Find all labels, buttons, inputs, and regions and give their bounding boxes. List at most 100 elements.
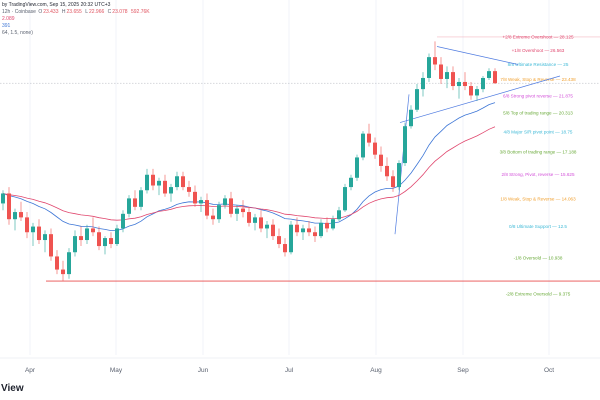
descending-trend-line (436, 46, 519, 65)
candle-body (349, 177, 353, 188)
candle-body (55, 256, 59, 270)
candle-body (247, 212, 251, 223)
candle-body (373, 142, 377, 155)
candle-body (421, 77, 425, 90)
candle-body (13, 212, 17, 220)
candle-body (127, 198, 131, 214)
candle-body (49, 234, 53, 257)
ohlc-high: 23.655 (66, 9, 82, 15)
candle-body (25, 217, 29, 233)
symbol-label: 12h · Coinbase (2, 9, 36, 15)
candle-body (409, 109, 413, 127)
candle-body (475, 89, 479, 96)
candle-body (307, 228, 311, 233)
murrey-level-label: 8/8 Ultimate Resistance — 25 (508, 62, 569, 67)
candle-body (277, 236, 281, 245)
x-tick-label: Oct (544, 367, 554, 374)
candle-body (241, 208, 245, 213)
x-tick-label: Apr (25, 367, 36, 374)
candle-body (289, 224, 293, 253)
candle-body (451, 72, 455, 87)
candle-body (1, 193, 5, 204)
murrey-level-label: +1/8 Overshoot — 26.563 (512, 48, 565, 53)
ohlc-low: 22.966 (88, 9, 105, 15)
candle-body (331, 219, 335, 229)
indicator-value-2: 391 (2, 23, 11, 29)
candle-body (181, 176, 185, 188)
candle-body (121, 213, 125, 229)
candle-body (439, 64, 443, 79)
candle-body (367, 133, 371, 143)
candle-body (61, 269, 65, 275)
x-tick-label: Jul (285, 367, 294, 374)
candle-body (91, 228, 95, 233)
ohlc-c-key: C (107, 9, 112, 15)
candle-body (271, 224, 275, 237)
candle-body (103, 238, 107, 247)
candle-body (193, 191, 197, 204)
murrey-level-label: -2/8 Extreme Oversold — 9.375 (506, 291, 571, 296)
candle-body (97, 232, 101, 247)
candle-body (295, 224, 299, 233)
candle-body (31, 226, 35, 233)
candle-body (259, 217, 263, 229)
candle-body (187, 187, 191, 192)
indicator-params: 64, 1.5, none) (2, 30, 33, 36)
candle-body (481, 77, 485, 90)
candle-body (355, 157, 359, 178)
candle-body (301, 228, 305, 233)
ema-slow-line (2, 126, 496, 221)
candle-body (223, 198, 227, 206)
candle-body (175, 176, 179, 188)
murrey-level-label: 4/8 Major S/R pivot point — 18.75 (504, 129, 573, 134)
candle-body (169, 187, 173, 194)
candle-body (199, 200, 203, 204)
grid (29, 0, 550, 355)
murrey-level-label: 2/8 Strong, Pivot, reverse — 15.625 (501, 172, 574, 177)
candle-body (109, 238, 113, 245)
candle-body (133, 198, 137, 207)
tradingview-logo: View (1, 383, 24, 394)
candle-body (235, 208, 239, 214)
candle-body (211, 215, 215, 220)
candle-body (361, 133, 365, 158)
candle-body (427, 57, 431, 78)
candle-body (79, 236, 83, 241)
murrey-level-label: +2/8 Extreme Overshoot — 28.125 (502, 35, 574, 40)
x-tick-label: Aug (370, 367, 382, 374)
candle-body (85, 228, 89, 241)
trend-lines (394, 46, 561, 235)
candle-body (457, 81, 461, 87)
murrey-level-label: 3/8 Bottom of trading range — 17.188 (500, 150, 577, 155)
ohlc-row: 12h · Coinbase O23.433 H23.655 L22.966 C… (2, 9, 152, 15)
candle-body (343, 187, 347, 211)
candle-body (157, 180, 161, 186)
chart-header-line1: by TradingView.com, Sep 15, 2025 20:32 U… (2, 2, 111, 8)
indicator-value-1: 2.089 (2, 16, 15, 22)
candle-body (493, 71, 497, 84)
x-axis: Apr May Jun Jul Aug Sep Oct (0, 357, 600, 374)
candle-body (487, 71, 491, 78)
ohlc-open: 23.433 (43, 9, 59, 15)
murrey-level-label: 7/8 Weak, Stop & Reverse — 23.438 (500, 77, 576, 82)
murrey-level-label: 1/8 Weak, Stop & Reverse — 14.063 (500, 197, 576, 202)
candle-body (67, 252, 71, 275)
candle-body (73, 236, 77, 253)
candle-body (217, 205, 221, 220)
candle-body (43, 234, 47, 241)
x-tick-label: Sep (457, 367, 469, 374)
murrey-levels: +2/8 Extreme Overshoot — 28.125 +1/8 Over… (0, 35, 600, 296)
candle-body (445, 72, 449, 79)
murrey-level-label: 5/8 Top of trading range — 20.313 (503, 111, 573, 116)
candle-body (283, 244, 287, 253)
x-tick-label: Jun (198, 367, 209, 374)
candle-body (313, 232, 317, 237)
candle-body (7, 193, 11, 220)
candle-body (337, 210, 341, 220)
candle-body (415, 89, 419, 110)
candle-body (145, 174, 149, 191)
ohlc-o-key: O (38, 9, 43, 15)
candle-body (319, 222, 323, 237)
candle-body (37, 226, 41, 241)
